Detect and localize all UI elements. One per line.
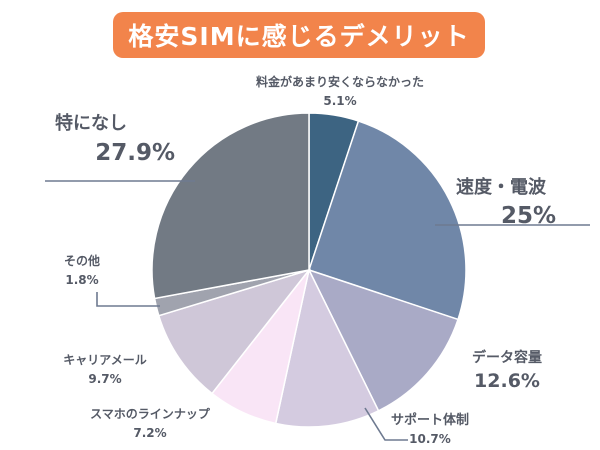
pie-slice-4	[274, 267, 380, 428]
pie-slice-8	[151, 112, 310, 300]
slice-value-8: 27.9%	[95, 140, 175, 166]
slice-value-1: 5.1%	[323, 94, 356, 108]
slice-label-7: その他	[64, 253, 100, 268]
leader-line-7	[96, 292, 160, 307]
pie-slice-2	[308, 120, 467, 321]
pie-slice-6	[157, 268, 312, 395]
slice-label-3: データ容量	[472, 349, 542, 366]
chart-title-banner: 格安SIMに感じるデメリット	[113, 12, 485, 58]
leader-lines	[45, 180, 590, 441]
slice-labels: 料金があまり安くならなかった 5.1% 速度・電波 25% データ容量 12.6% サポート…	[55, 74, 556, 446]
slice-value-3: 12.6%	[474, 370, 540, 392]
pie-slice-3	[307, 268, 459, 412]
slice-label-1: 料金があまり安くならなかった	[256, 74, 424, 89]
slice-value-7: 1.8%	[65, 273, 98, 287]
slice-value-4: 10.7%	[409, 432, 451, 446]
slice-value-6: 9.7%	[88, 372, 121, 386]
slice-value-2: 25%	[501, 203, 556, 229]
leader-line-4	[364, 407, 408, 441]
slice-label-8: 特になし	[55, 112, 127, 134]
slice-value-5: 7.2%	[133, 426, 166, 440]
slice-label-4: サポート体制	[391, 412, 469, 428]
pie-slices	[151, 112, 467, 428]
slice-label-5: スマホのラインナップ	[90, 406, 211, 421]
slice-label-2: 速度・電波	[456, 176, 547, 198]
chart-title: 格安SIMに感じるデメリット	[128, 22, 470, 51]
slice-label-6: キャリアメール	[63, 353, 146, 367]
